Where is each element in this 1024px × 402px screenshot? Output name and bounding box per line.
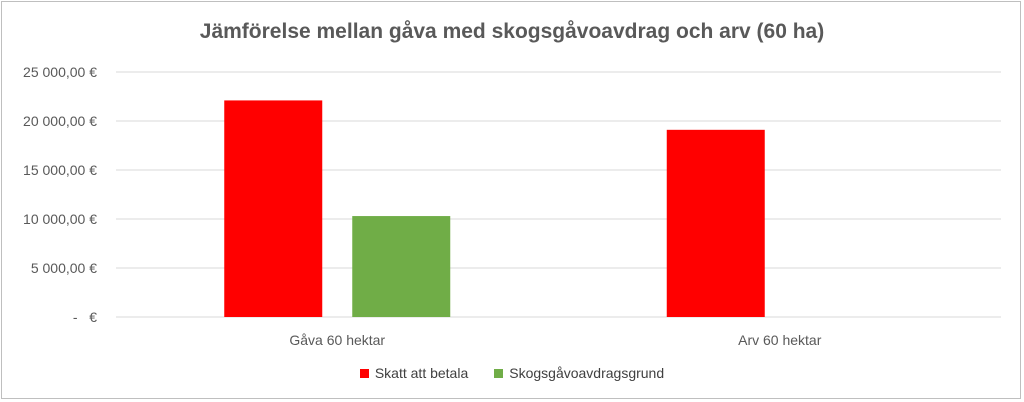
y-tick-label: 15 000,00 € — [23, 162, 97, 178]
y-tick-label: 10 000,00 € — [23, 211, 97, 227]
bar-skatt — [666, 129, 765, 317]
chart-title: Jämförelse mellan gåva med skogsgåvoavdr… — [199, 20, 825, 43]
legend-label-skatt: Skatt att betala — [374, 365, 469, 381]
legend-item-skogsgavo: Skogsgåvoavdragsgrund — [494, 365, 664, 381]
legend-swatch-skogsgavo — [494, 368, 504, 378]
y-tick-label: 5 000,00 € — [31, 260, 97, 276]
x-tick-label: Gåva 60 hektar — [289, 332, 385, 348]
y-tick-label: 25 000,00 € — [23, 64, 97, 80]
y-tick-label: 20 000,00 € — [23, 113, 97, 129]
legend-swatch-skatt — [359, 368, 369, 378]
x-tick-label: Arv 60 hektar — [738, 332, 822, 348]
bar-skatt — [224, 100, 323, 317]
chart-legend: Skatt att betala Skogsgåvoavdragsgrund — [2, 365, 1022, 381]
legend-item-skatt: Skatt att betala — [359, 365, 469, 381]
y-tick-label: - € — [73, 309, 97, 325]
legend-label-skogsgavo: Skogsgåvoavdragsgrund — [509, 365, 665, 381]
bar-skogsgavo — [352, 216, 451, 317]
